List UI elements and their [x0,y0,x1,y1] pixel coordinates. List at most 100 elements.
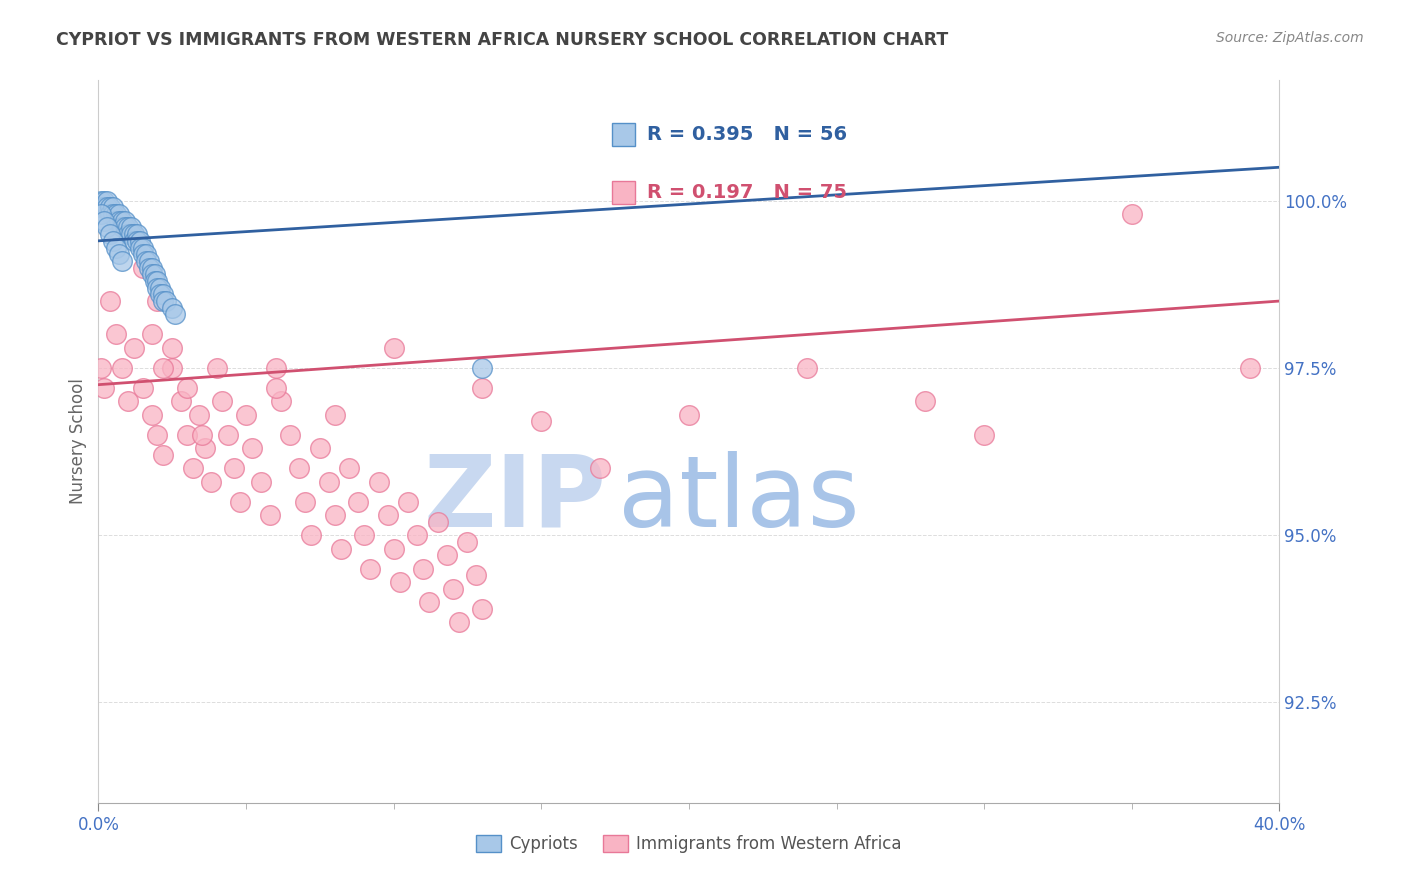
Point [368,475,391,489]
Point [377,508,399,522]
Point [105,207,128,221]
Point [117,227,139,241]
Legend: Cypriots, Immigrants from Western Africa: Cypriots, Immigrants from Western Africa [470,828,908,860]
Text: R = 0.197   N = 75: R = 0.197 N = 75 [647,183,846,202]
Bar [612,123,636,146]
Point [132,247,155,261]
Point [427,515,450,529]
Text: R = 0.395   N = 56: R = 0.395 N = 56 [647,125,846,144]
Point [122,341,145,355]
Point [108,247,131,261]
Point [108,207,131,221]
Point [1239,360,1261,375]
Point [98,227,121,241]
Point [90,200,112,214]
Point [90,194,112,208]
Point [359,561,381,575]
Point [200,475,222,489]
Point [98,200,121,214]
Point [117,220,139,235]
Point [135,247,157,261]
Point [103,207,125,221]
Point [132,260,155,275]
Point [93,213,115,227]
Point [114,213,136,227]
Point [149,280,172,294]
Text: Source: ZipAtlas.com: Source: ZipAtlas.com [1216,31,1364,45]
Point [155,293,177,308]
Point [165,307,187,321]
Point [323,508,346,522]
Bar [612,181,636,204]
Point [98,293,121,308]
Point [176,427,198,442]
Text: atlas: atlas [619,450,859,548]
Point [146,280,169,294]
Point [111,360,134,375]
Text: CYPRIOT VS IMMIGRANTS FROM WESTERN AFRICA NURSERY SCHOOL CORRELATION CHART: CYPRIOT VS IMMIGRANTS FROM WESTERN AFRIC… [56,31,949,49]
Point [128,240,150,254]
Point [329,541,352,556]
Point [152,287,174,301]
Point [114,220,136,235]
Point [973,427,995,442]
Point [250,475,273,489]
Point [347,494,370,508]
Point [108,213,131,227]
Point [93,194,115,208]
Point [194,441,217,455]
Point [441,582,464,596]
Point [224,461,246,475]
Point [294,494,316,508]
Point [120,227,142,241]
Point [93,200,115,214]
Point [122,227,145,241]
Point [138,253,160,268]
Point [270,394,292,409]
Point [132,381,155,395]
Point [471,360,494,375]
Point [398,494,420,508]
Point [318,475,340,489]
Point [264,360,287,375]
Point [914,394,936,409]
Point [176,381,198,395]
Point [678,408,700,422]
Point [125,234,148,248]
Point [1121,207,1143,221]
Point [382,541,405,556]
Point [132,240,155,254]
Point [96,200,118,214]
Point [90,360,112,375]
Point [125,227,148,241]
Point [111,220,134,235]
Point [141,408,163,422]
Point [146,293,169,308]
Point [447,615,470,629]
Point [143,274,166,288]
Point [146,427,169,442]
Point [457,534,479,549]
Point [323,408,346,422]
Point [120,220,142,235]
Point [205,360,228,375]
Point [229,494,252,508]
Point [235,408,257,422]
Point [181,461,204,475]
Point [471,381,494,395]
Point [530,414,553,428]
Point [103,234,125,248]
Point [382,341,405,355]
Point [162,360,183,375]
Point [465,568,488,582]
Point [111,213,134,227]
Point [589,461,612,475]
Point [122,234,145,248]
Point [135,253,157,268]
Point [264,381,287,395]
Point [211,394,233,409]
Point [162,301,183,315]
Point [299,528,322,542]
Point [288,461,311,475]
Y-axis label: Nursery School: Nursery School [69,378,87,505]
